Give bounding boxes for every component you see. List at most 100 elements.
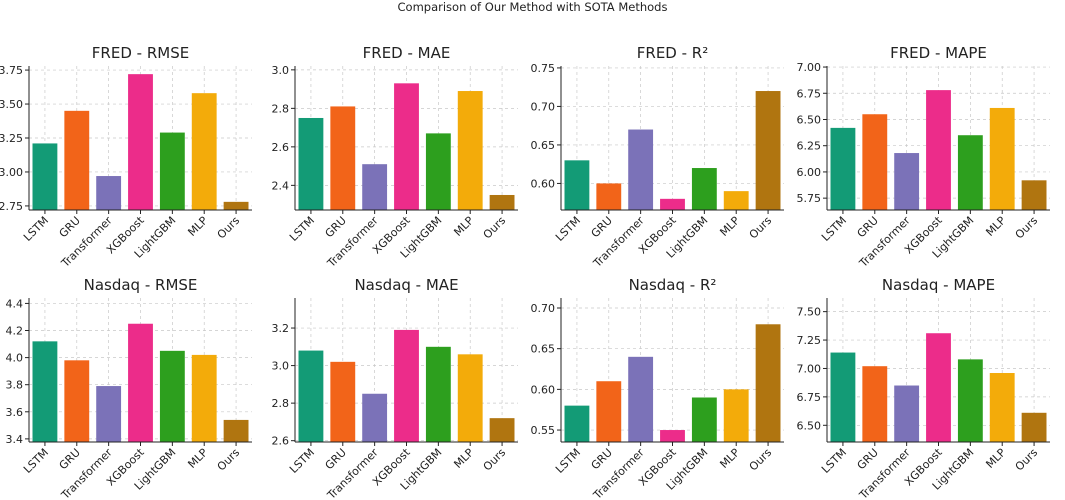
y-tick-label: 0.60 <box>531 383 556 396</box>
bar-mlp <box>191 354 217 442</box>
y-tick-label: 0.65 <box>531 343 556 356</box>
y-tick-label: 4.2 <box>6 325 24 338</box>
bar-mlp <box>989 107 1015 210</box>
bar-mlp <box>989 373 1015 442</box>
x-tick-label: Ours <box>747 446 775 474</box>
y-tick-label: 0.75 <box>531 62 556 75</box>
bar-transformer <box>894 153 920 210</box>
bar-lstm <box>298 350 324 442</box>
y-tick-label: 0.70 <box>531 100 556 113</box>
y-tick-label: 3.50 <box>0 98 23 111</box>
y-tick-label: 6.00 <box>797 166 822 179</box>
x-tick-label: GRU <box>855 446 881 472</box>
bar-lightgbm <box>159 350 185 442</box>
x-tick-label: GRU <box>323 446 349 472</box>
y-tick-label: 2.75 <box>0 200 23 213</box>
bar-mlp <box>723 191 749 210</box>
x-tick-label: LSTM <box>819 446 849 476</box>
x-tick-label: MLP <box>451 214 476 239</box>
bar-gru <box>64 110 90 210</box>
bar-lightgbm <box>425 133 451 210</box>
x-tick-label: LSTM <box>553 446 583 476</box>
bar-lstm <box>298 117 324 210</box>
x-tick-label: LSTM <box>819 214 849 244</box>
y-tick-label: 2.4 <box>272 179 290 192</box>
y-tick-label: 7.25 <box>797 334 822 347</box>
y-tick-label: 6.50 <box>797 113 822 126</box>
bar-lstm <box>830 127 856 210</box>
y-tick-label: 3.4 <box>6 433 24 446</box>
y-tick-label: 4.0 <box>6 352 24 365</box>
x-tick-label: Ours <box>1013 214 1041 242</box>
bar-xgboost <box>128 74 153 210</box>
bar-gru <box>862 114 888 210</box>
bar-ours <box>223 419 249 442</box>
y-tick-label: 3.0 <box>272 360 290 373</box>
y-tick-label: 6.25 <box>797 140 822 153</box>
y-tick-label: 0.65 <box>531 139 556 152</box>
y-tick-label: 2.8 <box>272 397 290 410</box>
bar-lightgbm <box>957 359 983 442</box>
y-tick-label: 3.00 <box>0 166 23 179</box>
x-tick-label: GRU <box>57 214 83 240</box>
bar-gru <box>596 381 622 442</box>
y-tick-label: 3.25 <box>0 132 23 145</box>
x-tick-label: GRU <box>855 214 881 240</box>
chart-title: Nasdaq - RMSE <box>84 276 198 294</box>
y-tick-label: 7.00 <box>797 362 822 375</box>
y-tick-label: 5.75 <box>797 192 822 205</box>
y-tick-label: 0.55 <box>531 424 556 437</box>
x-tick-label: GRU <box>323 214 349 240</box>
bar-lightgbm <box>691 168 717 210</box>
bar-xgboost <box>926 333 951 442</box>
x-tick-label: MLP <box>717 446 742 471</box>
y-tick-label: 2.6 <box>272 435 290 448</box>
bar-xgboost <box>926 90 951 210</box>
bar-transformer <box>628 356 654 442</box>
x-tick-label: MLP <box>185 446 210 471</box>
bar-transformer <box>362 164 388 210</box>
y-tick-label: 3.75 <box>0 64 23 77</box>
bar-lstm <box>830 352 856 442</box>
x-tick-label: Ours <box>481 214 509 242</box>
bar-ours <box>1021 180 1047 210</box>
bar-ours <box>489 418 515 442</box>
bar-transformer <box>96 176 122 210</box>
bar-lstm <box>32 341 58 442</box>
chart-panel: Nasdaq - MAPE 6.50 6.75 7.00 7.25 7.50 LSTM GRU… <box>797 276 1050 500</box>
x-tick-label: MLP <box>451 446 476 471</box>
bar-lightgbm <box>425 346 451 442</box>
chart-title: Nasdaq - R² <box>629 276 717 294</box>
bar-ours <box>223 201 249 210</box>
x-tick-label: LSTM <box>287 214 317 244</box>
bar-mlp <box>191 93 217 210</box>
bar-gru <box>330 361 356 442</box>
y-tick-label: 7.50 <box>797 306 822 319</box>
bar-lstm <box>564 160 590 210</box>
bar-gru <box>64 360 90 442</box>
bar-lightgbm <box>159 132 185 210</box>
x-tick-label: LSTM <box>553 214 583 244</box>
bar-mlp <box>723 389 749 442</box>
chart-title: FRED - MAPE <box>890 44 987 62</box>
y-tick-label: 3.6 <box>6 406 24 419</box>
bar-gru <box>862 366 888 442</box>
bar-gru <box>330 106 356 210</box>
x-tick-label: Ours <box>481 446 509 474</box>
bar-mlp <box>457 354 483 442</box>
x-tick-label: GRU <box>589 446 615 472</box>
chart-title: FRED - MAE <box>363 44 451 62</box>
bar-transformer <box>96 386 122 442</box>
y-tick-label: 2.6 <box>272 141 290 154</box>
y-tick-label: 2.8 <box>272 102 290 115</box>
bar-xgboost <box>660 198 685 210</box>
x-tick-label: GRU <box>57 446 83 472</box>
bar-lightgbm <box>691 397 717 442</box>
x-tick-label: MLP <box>983 214 1008 239</box>
